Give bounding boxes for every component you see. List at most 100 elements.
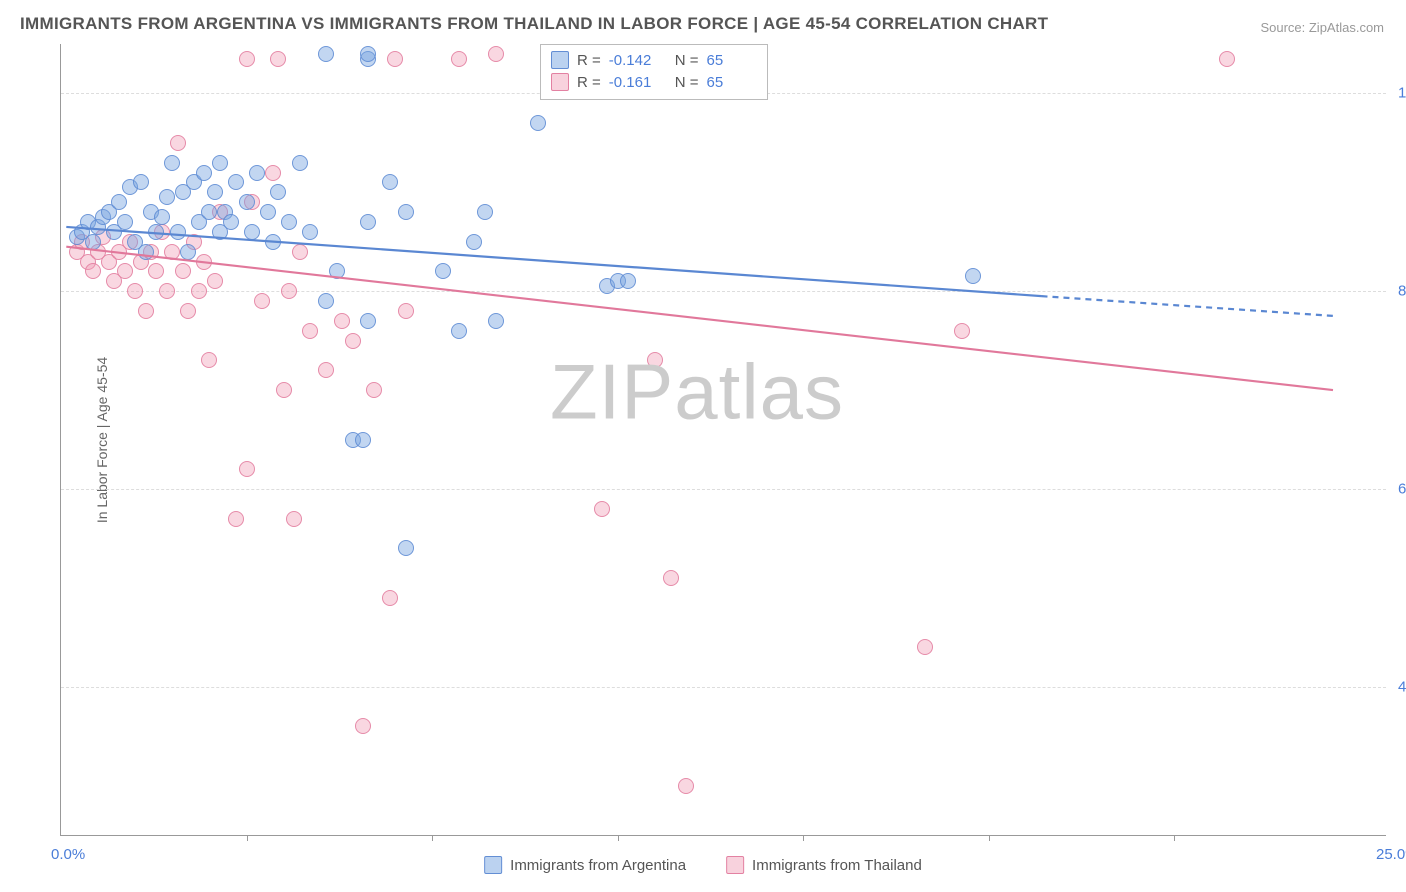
scatter-point [239, 461, 255, 477]
scatter-point [382, 590, 398, 606]
scatter-point [318, 293, 334, 309]
N-label: N = [675, 52, 699, 69]
scatter-point [159, 189, 175, 205]
scatter-point [180, 303, 196, 319]
scatter-point [466, 234, 482, 250]
scatter-point [398, 303, 414, 319]
y-axis-label: In Labor Force | Age 45-54 [94, 356, 110, 522]
scatter-point [360, 46, 376, 62]
x-tick-minor [247, 835, 248, 841]
scatter-point [270, 184, 286, 200]
scatter-point [164, 155, 180, 171]
scatter-point [154, 209, 170, 225]
scatter-point [398, 204, 414, 220]
stats-legend: R = -0.142 N = 65 R = -0.161 N = 65 [540, 44, 768, 100]
x-tick-minor [1174, 835, 1175, 841]
scatter-point [334, 313, 350, 329]
scatter-point [281, 214, 297, 230]
scatter-point [175, 263, 191, 279]
scatter-point [85, 263, 101, 279]
scatter-point [170, 135, 186, 151]
scatter-point [276, 382, 292, 398]
swatch-blue [484, 856, 502, 874]
scatter-point [196, 254, 212, 270]
scatter-point [286, 511, 302, 527]
gridline-h [61, 687, 1386, 688]
gridline-h [61, 291, 1386, 292]
scatter-point [212, 155, 228, 171]
scatter-point [488, 313, 504, 329]
y-tick-label: 60.0% [1398, 480, 1406, 497]
legend-label-argentina: Immigrants from Argentina [510, 857, 686, 874]
stats-row-pink: R = -0.161 N = 65 [551, 71, 757, 93]
series-legend: Immigrants from Argentina Immigrants fro… [484, 856, 922, 874]
scatter-point [228, 174, 244, 190]
scatter-point [318, 362, 334, 378]
watermark-light: atlas [674, 348, 844, 436]
R-label: R = [577, 74, 601, 91]
scatter-point [329, 263, 345, 279]
scatter-point [387, 51, 403, 67]
scatter-point [164, 244, 180, 260]
scatter-point [477, 204, 493, 220]
scatter-point [345, 333, 361, 349]
scatter-point [244, 224, 260, 240]
y-tick-label: 80.0% [1398, 283, 1406, 300]
x-tick-minor [432, 835, 433, 841]
scatter-point [249, 165, 265, 181]
chart-area: In Labor Force | Age 45-54 ZIPatlas 40.0… [60, 44, 1386, 836]
scatter-point [663, 570, 679, 586]
scatter-point [355, 432, 371, 448]
scatter-point [355, 718, 371, 734]
scatter-point [138, 244, 154, 260]
scatter-point [239, 194, 255, 210]
scatter-point [965, 268, 981, 284]
scatter-point [260, 204, 276, 220]
R-label: R = [577, 52, 601, 69]
N-value-pink: 65 [707, 74, 757, 91]
scatter-point [678, 778, 694, 794]
swatch-pink [551, 73, 569, 91]
scatter-point [148, 263, 164, 279]
scatter-point [196, 165, 212, 181]
scatter-point [382, 174, 398, 190]
scatter-point [148, 224, 164, 240]
scatter-point [207, 273, 223, 289]
scatter-point [360, 214, 376, 230]
x-tick-minor [618, 835, 619, 841]
scatter-point [180, 244, 196, 260]
scatter-point [954, 323, 970, 339]
scatter-point [451, 323, 467, 339]
scatter-point [127, 283, 143, 299]
swatch-blue [551, 51, 569, 69]
scatter-point [254, 293, 270, 309]
scatter-point [302, 224, 318, 240]
scatter-point [133, 174, 149, 190]
N-value-blue: 65 [707, 52, 757, 69]
scatter-point [451, 51, 467, 67]
scatter-point [917, 639, 933, 655]
scatter-point [647, 352, 663, 368]
scatter-point [201, 352, 217, 368]
scatter-point [366, 382, 382, 398]
x-tick-label: 25.0% [1376, 846, 1406, 863]
scatter-point [530, 115, 546, 131]
legend-item-argentina: Immigrants from Argentina [484, 856, 686, 874]
scatter-point [117, 263, 133, 279]
y-tick-label: 40.0% [1398, 678, 1406, 695]
scatter-point [111, 194, 127, 210]
scatter-point [191, 283, 207, 299]
scatter-point [488, 46, 504, 62]
source-text: Source: ZipAtlas.com [1260, 20, 1384, 35]
x-tick-label: 0.0% [51, 846, 85, 863]
scatter-point [435, 263, 451, 279]
stats-row-blue: R = -0.142 N = 65 [551, 49, 757, 71]
R-value-blue: -0.142 [609, 52, 659, 69]
gridline-h [61, 489, 1386, 490]
scatter-point [170, 224, 186, 240]
scatter-point [239, 51, 255, 67]
scatter-point [223, 214, 239, 230]
chart-title: IMMIGRANTS FROM ARGENTINA VS IMMIGRANTS … [20, 14, 1048, 34]
legend-label-thailand: Immigrants from Thailand [752, 857, 922, 874]
scatter-point [302, 323, 318, 339]
